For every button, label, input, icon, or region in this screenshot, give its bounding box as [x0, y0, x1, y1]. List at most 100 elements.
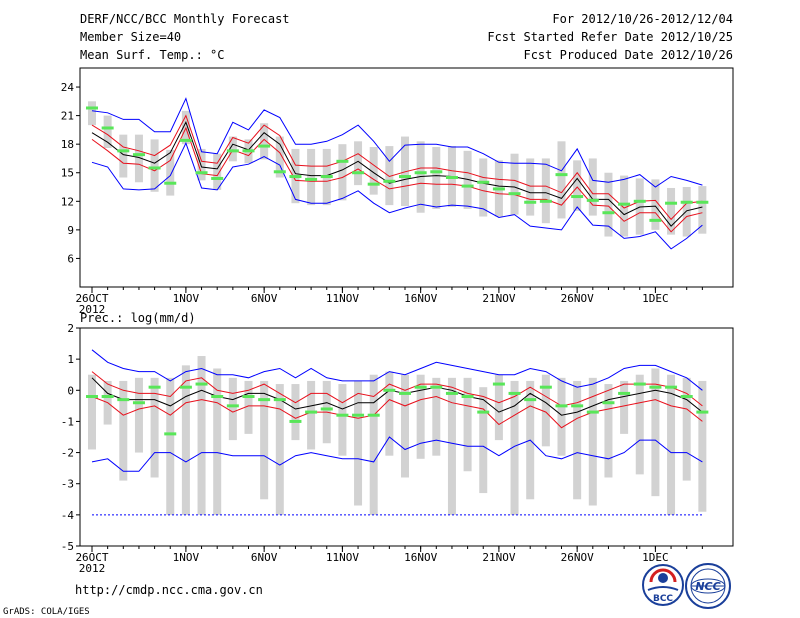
variable-label: Mean Surf. Temp.: °C	[80, 48, 225, 62]
temp-obs-6	[179, 138, 192, 142]
prec-box-31	[573, 380, 582, 500]
temp-box-17	[354, 141, 363, 186]
temp-xtick-label-5: 21NOV	[482, 292, 515, 305]
temp-obs-36	[649, 218, 662, 222]
prec-obs-35	[633, 382, 646, 386]
prec-box-39	[698, 380, 707, 512]
prec-box-13	[291, 384, 300, 441]
chart-title: DERF/NCC/BCC Monthly Forecast	[80, 12, 290, 26]
temp-obs-20	[399, 175, 411, 179]
temp-box-18	[369, 147, 378, 195]
temp-box-19	[385, 146, 394, 206]
temp-box-39	[698, 186, 707, 234]
temp-box-14	[307, 148, 316, 206]
prec-ytick-label-3: -2	[61, 447, 74, 460]
temp-box-11	[260, 123, 269, 160]
prec-obs-10	[242, 395, 255, 399]
prec-box-12	[275, 384, 284, 515]
temp-xtick-label-2: 6NOV	[251, 292, 278, 305]
prec-box-25	[479, 387, 488, 494]
prec-obs-18	[367, 413, 380, 417]
ncc-logo-text: NCC	[695, 580, 720, 593]
temp-box-34	[620, 175, 629, 237]
prec-line-max	[91, 349, 703, 391]
temp-obs-38	[680, 200, 693, 204]
temp-xtick-label-7: 1DEC	[642, 292, 669, 305]
prec-line-mean	[91, 377, 703, 416]
temp-box-16	[338, 144, 347, 201]
temp-xtick-label-6: 26NOV	[561, 292, 594, 305]
prec-box-5	[166, 377, 175, 515]
prec-obs-4	[148, 385, 161, 389]
prec-obs-24	[461, 395, 474, 399]
temp-obs-30	[555, 173, 568, 177]
prec-box-10	[244, 380, 253, 434]
prec-obs-3	[132, 401, 145, 405]
prec-frame	[79, 327, 734, 547]
temp-obs-28	[524, 200, 537, 204]
prec-obs-6	[179, 385, 192, 389]
prec-obs-36	[649, 385, 662, 389]
prec-obs-27	[508, 391, 521, 395]
temp-obs-8	[211, 176, 224, 180]
prec-box-19	[385, 371, 394, 456]
prec-line-min	[91, 436, 703, 472]
prec-obs-21	[414, 385, 427, 389]
temp-box-4	[150, 139, 159, 192]
prec-xtick-label-7: 1DEC	[642, 551, 669, 564]
prec-obs-0	[86, 395, 98, 399]
temp-obs-4	[148, 166, 161, 170]
temp-box-7	[197, 148, 206, 181]
member-size-label: Member Size=40	[80, 30, 181, 44]
prec-xtick-label-4: 16NOV	[404, 551, 437, 564]
prec-box-18	[369, 374, 378, 515]
precip-title: Prec.: log(mm/d)	[80, 311, 196, 325]
temp-ytick-label-2: 12	[61, 195, 74, 208]
prec-obs-15	[320, 407, 333, 411]
temp-ytick-label-0: 6	[67, 252, 74, 265]
prec-line-upper	[91, 371, 703, 407]
prec-box-0	[88, 374, 96, 450]
temp-box-9	[228, 136, 237, 162]
source-url[interactable]: http://cmdp.ncc.cma.gov.cn	[75, 583, 263, 597]
temp-obs-16	[336, 159, 349, 163]
temp-obs-10	[242, 149, 255, 153]
temp-xtick-label-0: 26OCT	[75, 292, 108, 305]
prec-box-16	[338, 384, 347, 456]
prec-obs-32	[586, 410, 599, 414]
temp-line-max	[91, 97, 703, 188]
bcc-logo: BCC	[642, 564, 684, 606]
temp-obs-1	[101, 126, 114, 130]
prec-box-17	[354, 380, 363, 506]
prec-ytick-label-0: -5	[61, 540, 74, 553]
prec-obs-29	[539, 385, 552, 389]
prec-xtick-label-5: 21NOV	[482, 551, 515, 564]
prec-obs-26	[492, 382, 505, 386]
prec-box-4	[150, 377, 159, 478]
temp-obs-14	[305, 177, 318, 181]
prec-xtick-label-3: 11NOV	[326, 551, 359, 564]
forecast-produced-date: Fcst Produced Date 2012/10/26	[523, 48, 733, 62]
prec-xtick-label-2: 6NOV	[251, 551, 278, 564]
temp-xtick-label-3: 11NOV	[326, 292, 359, 305]
temp-obs-5	[164, 181, 177, 185]
temp-box-33	[604, 172, 613, 237]
temp-obs-25	[477, 180, 490, 184]
temp-obs-24	[461, 184, 474, 188]
grads-credit: GrADS: COLA/IGES	[3, 607, 90, 617]
prec-box-37	[667, 374, 676, 515]
temp-obs-22	[430, 170, 443, 174]
prec-box-9	[228, 377, 237, 441]
prec-obs-8	[211, 395, 224, 399]
temp-box-32	[588, 158, 597, 216]
prec-box-14	[307, 380, 316, 450]
temp-obs-27	[508, 192, 521, 196]
prec-box-30	[557, 377, 566, 456]
temp-box-29	[541, 158, 550, 224]
temp-obs-33	[602, 211, 615, 215]
temp-box-2	[119, 134, 128, 178]
prec-ytick-label-5: 0	[67, 384, 74, 397]
prec-obs-14	[305, 410, 318, 414]
temp-xtick-label-1: 1NOV	[173, 292, 200, 305]
